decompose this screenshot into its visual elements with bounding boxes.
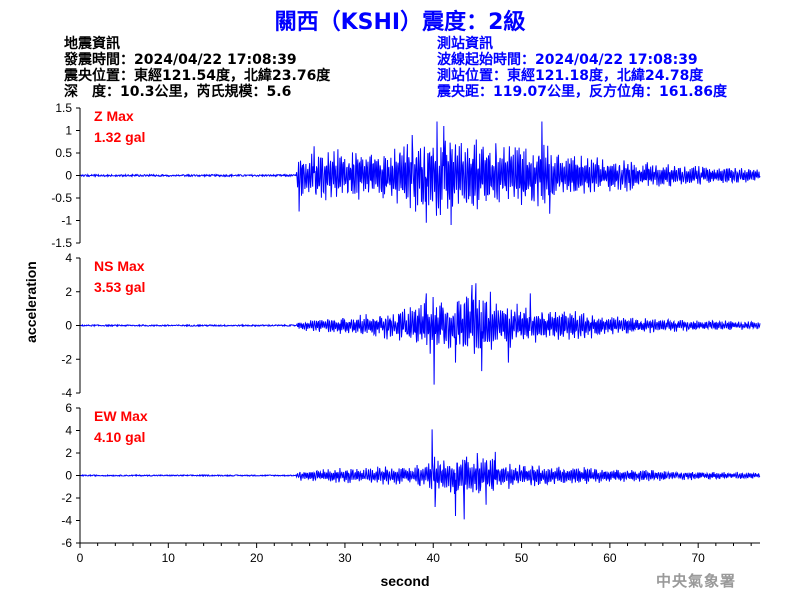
waveform-z (79, 121, 761, 226)
y-axis-label: acceleration (23, 261, 39, 343)
depth-magnitude: 深 度：10.3公里，芮氏規模：5.6 (64, 84, 292, 100)
y-tick-label: 6 (65, 401, 72, 415)
y-tick-label: 0 (65, 469, 72, 483)
x-tick-label: 10 (162, 551, 176, 565)
distance-azimuth: 震央距：119.07公里，反方位角：161.86度 (437, 84, 728, 100)
y-tick-label: -4 (61, 386, 72, 400)
x-tick-label: 30 (338, 551, 352, 565)
wave-start-time: 波線起始時間：2024/04/22 17:08:39 (437, 52, 698, 68)
watermark: 中央氣象署 (656, 572, 737, 590)
y-tick-label: -6 (61, 536, 72, 550)
y-tick-label: -2 (61, 352, 72, 366)
y-tick-label: 0 (65, 319, 72, 333)
x-tick-label: 60 (603, 551, 617, 565)
max-value-ns: 3.53 gal (94, 279, 145, 295)
y-tick-label: 2 (65, 446, 72, 460)
y-tick-label: 0.5 (55, 146, 72, 160)
x-tick-label: 50 (515, 551, 529, 565)
station-info-heading: 測站資訊 (437, 36, 493, 52)
max-label-z: Z Max (94, 108, 134, 124)
max-label-ew: EW Max (94, 408, 148, 424)
y-tick-label: 2 (65, 285, 72, 299)
max-label-ns: NS Max (94, 258, 145, 274)
earthquake-info-heading: 地震資訊 (64, 36, 120, 52)
y-tick-label: 4 (65, 424, 72, 438)
y-tick-label: 1.5 (55, 101, 72, 115)
epicenter-location: 震央位置：東經121.54度，北緯23.76度 (64, 68, 331, 84)
max-value-z: 1.32 gal (94, 129, 145, 145)
x-axis-label: second (380, 573, 429, 589)
y-tick-label: -1.5 (51, 236, 72, 250)
x-tick-label: 0 (77, 551, 84, 565)
x-tick-label: 40 (427, 551, 441, 565)
station-location: 測站位置：東經121.18度，北緯24.78度 (437, 68, 704, 84)
y-tick-label: 4 (65, 251, 72, 265)
origin-time: 發震時間：2024/04/22 17:08:39 (64, 52, 297, 68)
y-tick-label: -4 (61, 514, 72, 528)
y-tick-label: -2 (61, 491, 72, 505)
y-tick-label: -1 (61, 214, 72, 228)
x-tick-label: 20 (250, 551, 264, 565)
x-tick-label: 70 (692, 551, 706, 565)
earthquake-info: 地震資訊 發震時間：2024/04/22 17:08:39 震央位置：東經121… (64, 36, 330, 100)
y-tick-label: 1 (65, 124, 72, 138)
y-tick-label: -0.5 (51, 191, 72, 205)
station-info: 測站資訊 波線起始時間：2024/04/22 17:08:39 測站位置：東經1… (437, 36, 727, 100)
y-tick-label: 0 (65, 169, 72, 183)
chart-title: 關西（KSHI）震度：2級 (274, 10, 526, 35)
waveform-ns (79, 283, 761, 385)
max-value-ew: 4.10 gal (94, 429, 145, 445)
waveform-ew (79, 429, 761, 520)
